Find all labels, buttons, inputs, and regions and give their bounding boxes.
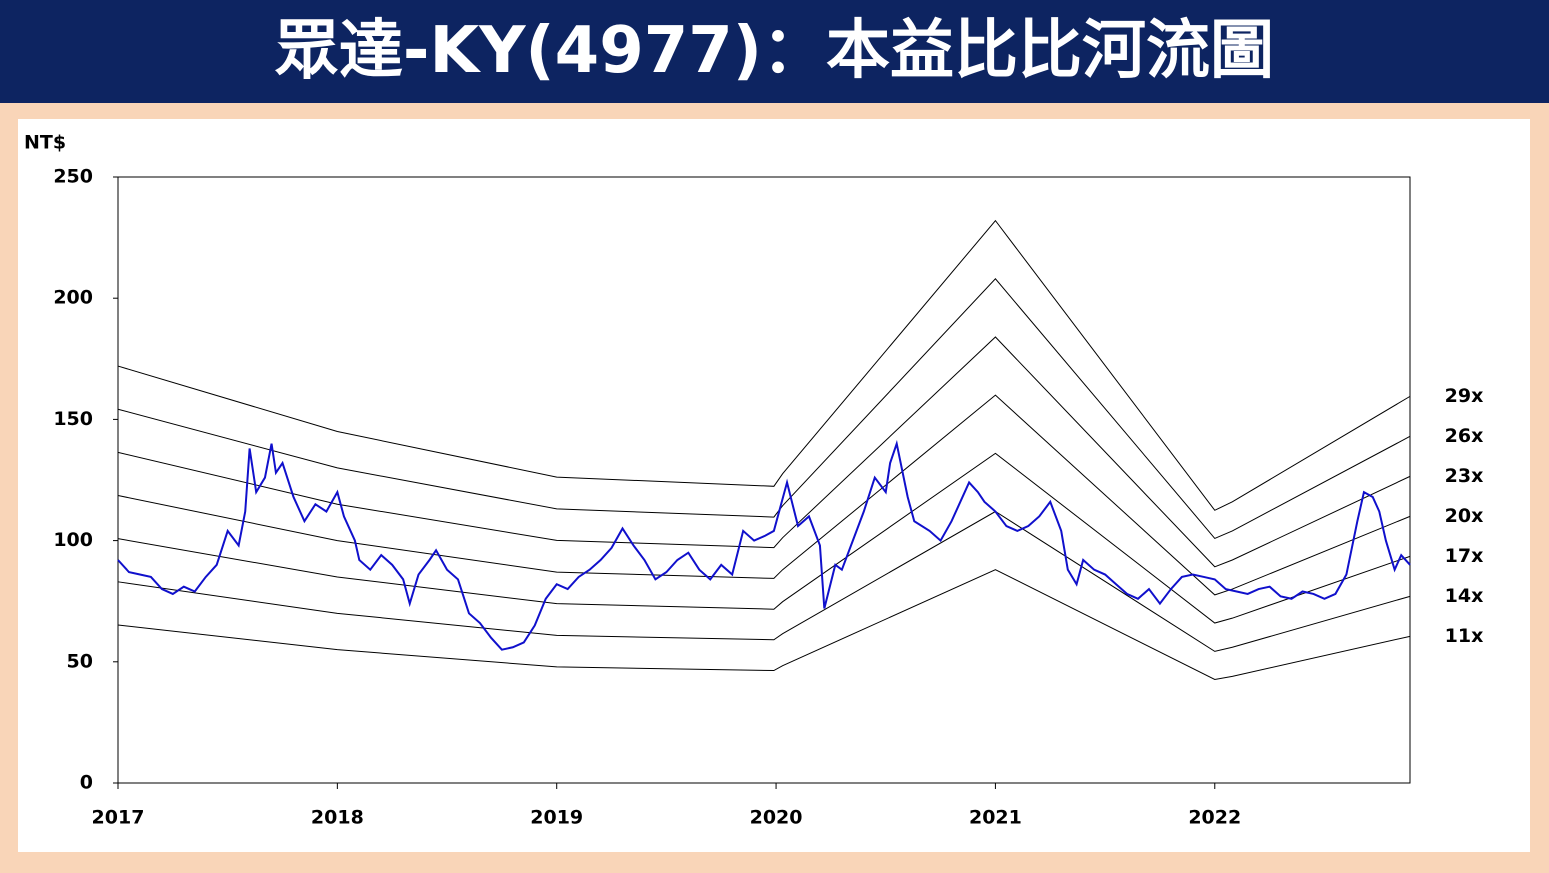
y-tick-label: 50 <box>67 650 93 672</box>
band-line <box>117 394 1411 596</box>
x-tick-label: 2021 <box>969 807 1022 829</box>
price-line <box>117 439 1411 651</box>
y-tick-label: 100 <box>53 529 93 551</box>
band-label: 29x <box>1445 385 1484 407</box>
x-tick-label: 2020 <box>750 807 803 829</box>
y-tick-label: 0 <box>80 772 93 794</box>
chart-title: 眾達-KY(4977)：本益比比河流圖 <box>274 14 1275 88</box>
band-line <box>117 510 1411 652</box>
band-label: 26x <box>1445 425 1484 447</box>
band-label: 14x <box>1445 585 1484 607</box>
x-tick-label: 2017 <box>92 807 145 829</box>
band-label: 17x <box>1445 545 1484 567</box>
y-tick-label: 250 <box>53 166 93 188</box>
band-label: 23x <box>1445 465 1484 487</box>
title-banner: 眾達-KY(4977)：本益比比河流圖 <box>0 0 1549 103</box>
band-label: 20x <box>1445 505 1484 527</box>
band-line <box>117 278 1411 540</box>
band-label: 11x <box>1445 625 1484 647</box>
plot-frame <box>117 176 1411 784</box>
x-tick-label: 2019 <box>530 807 583 829</box>
band-line <box>117 219 1411 511</box>
y-tick-label: 150 <box>53 408 93 430</box>
x-tick-label: 2018 <box>311 807 364 829</box>
band-line <box>117 336 1411 568</box>
y-axis-label: NT$ <box>24 132 66 154</box>
band-line <box>117 452 1411 624</box>
x-tick-label: 2022 <box>1188 807 1241 829</box>
band-line <box>117 569 1411 681</box>
y-tick-label: 200 <box>53 287 93 309</box>
